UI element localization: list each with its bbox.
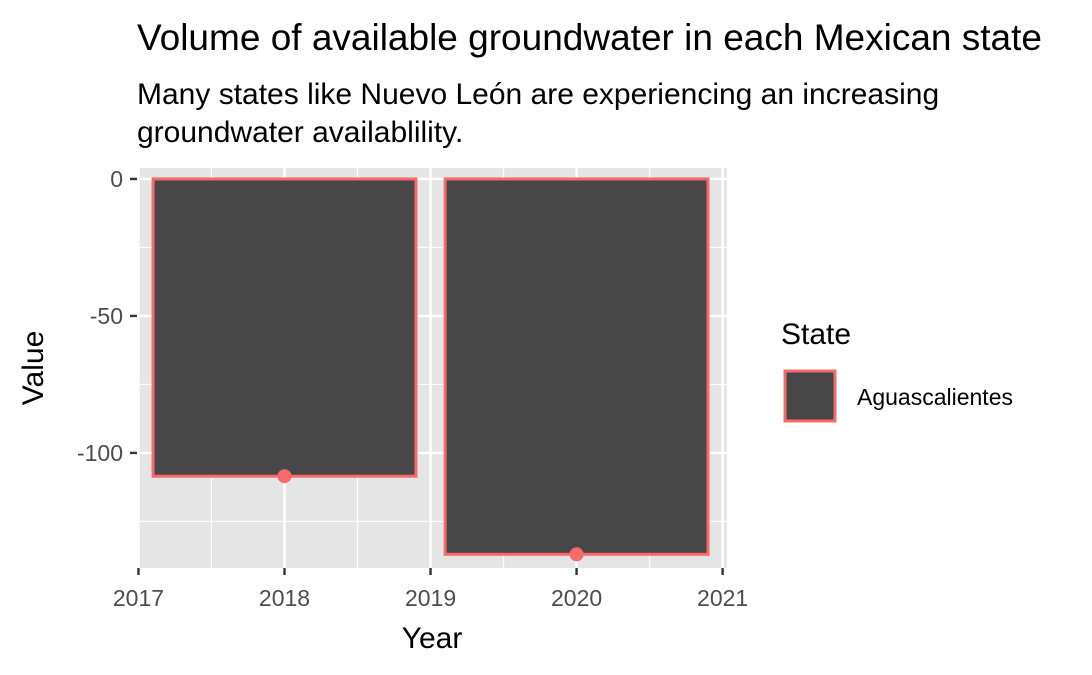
- chart-title: Volume of available groundwater in each …: [137, 17, 1042, 58]
- point-2018: [277, 469, 292, 484]
- y-tick-label: 0: [110, 166, 123, 192]
- chart-subtitle-line-1: Many states like Nuevo León are experien…: [137, 78, 939, 111]
- x-tick-label: 2020: [551, 585, 602, 611]
- bar-2018: [151, 177, 418, 478]
- axis-ticks: 2017 2018 2019 2020 2021 0 -50 -100: [77, 166, 748, 611]
- x-tick-label: 2019: [405, 585, 456, 611]
- chart-subtitle-line-2: groundwater availablility.: [137, 116, 463, 149]
- x-tick-label: 2021: [697, 585, 748, 611]
- y-tick-label: -100: [77, 440, 123, 466]
- y-axis-title: Value: [17, 331, 50, 406]
- x-tick-label: 2017: [113, 585, 164, 611]
- legend: State Aguascalientes: [781, 318, 1013, 423]
- points: [277, 469, 584, 562]
- bar-2020: [443, 177, 710, 556]
- x-tick-label: 2018: [259, 585, 310, 611]
- legend-key-aguascalientes: [783, 369, 837, 423]
- x-axis-title: Year: [402, 622, 463, 655]
- bars: [151, 177, 710, 556]
- legend-label-aguascalientes: Aguascalientes: [857, 384, 1013, 410]
- y-tick-label: -50: [90, 303, 123, 329]
- point-2020: [569, 547, 584, 562]
- legend-title: State: [781, 318, 851, 351]
